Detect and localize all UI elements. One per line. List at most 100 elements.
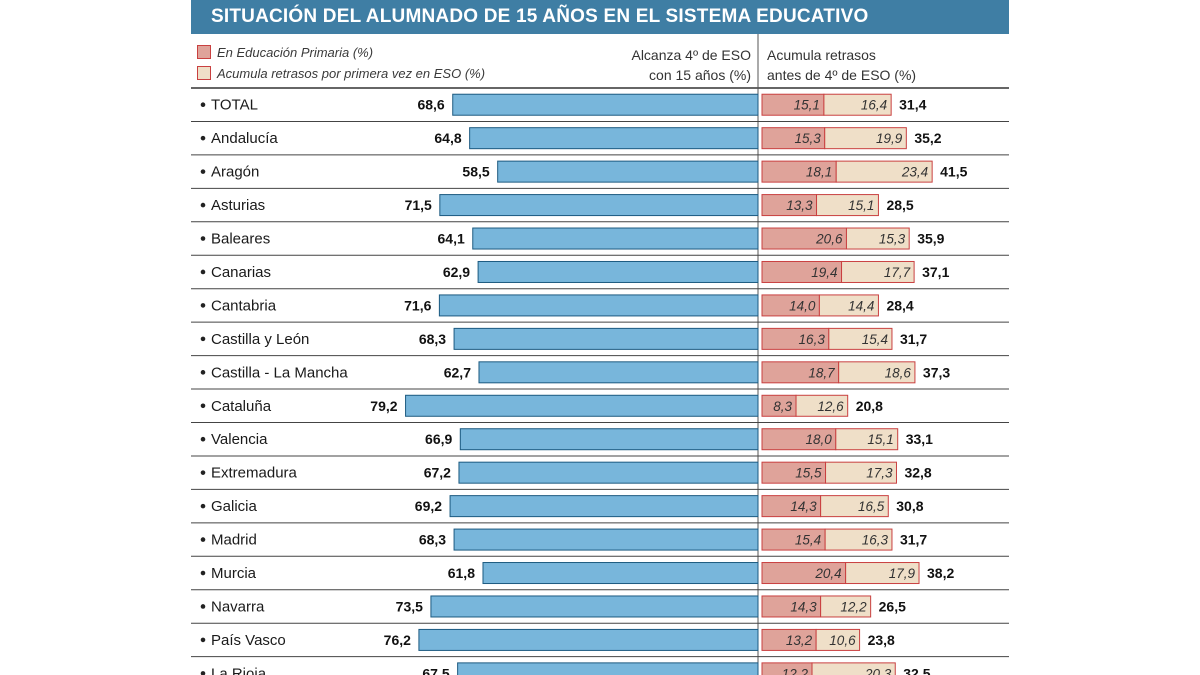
bar-eso <box>835 428 899 451</box>
value-label-primaria: 15,4 <box>795 533 821 548</box>
value-label-total-retraso: 23,8 <box>868 632 895 648</box>
bar-eso <box>838 361 916 384</box>
bar-alcanza <box>477 260 759 283</box>
row-bullet <box>200 403 206 409</box>
row-13: Madrid 68,3 15,4 16,3 31,7 <box>191 528 1009 557</box>
region-label: La Rioja <box>211 665 267 675</box>
bar-alcanza <box>459 428 759 451</box>
value-label-eso: 14,4 <box>848 298 874 313</box>
left-header-line2: con 15 años (%) <box>649 67 751 83</box>
value-label-primaria: 15,5 <box>795 466 822 481</box>
region-label: Cataluña <box>211 398 272 415</box>
value-label-alcanza: 64,1 <box>438 231 465 247</box>
region-label: Castilla y León <box>211 331 309 348</box>
infographic-panel: SITUACIÓN DEL ALUMNADO DE 15 AÑOS EN EL … <box>191 0 1009 675</box>
bar-alcanza <box>453 528 759 551</box>
row-9: Cataluña 79,2 8,3 12,6 20,8 <box>191 394 1009 423</box>
legend-label-primaria: En Educación Primaria (%) <box>217 45 374 60</box>
value-label-total-retraso: 31,7 <box>900 532 927 548</box>
bar-eso <box>824 528 893 551</box>
region-label: Canarias <box>211 264 271 281</box>
bar-alcanza <box>497 160 759 183</box>
value-label-alcanza: 76,2 <box>384 632 411 648</box>
row-17: La Rioja 67,5 12,2 20,3 32,5 <box>200 662 931 675</box>
row-bullet <box>200 436 206 442</box>
region-label: Valencia <box>211 431 268 448</box>
value-label-eso: 16,5 <box>858 499 885 514</box>
bar-eso <box>825 461 897 484</box>
bar-eso <box>835 160 933 183</box>
value-label-eso: 23,4 <box>901 165 928 180</box>
right-header-line2: antes de 4º de ESO (%) <box>767 67 917 83</box>
bar-eso <box>845 562 920 585</box>
value-label-eso: 15,1 <box>867 432 893 447</box>
legend-item-primaria: En Educación Primaria (%) <box>197 45 373 61</box>
row-bullet <box>200 537 206 542</box>
bar-alcanza <box>453 327 759 350</box>
region-label: Castilla - La Mancha <box>211 364 348 381</box>
value-label-total-retraso: 31,4 <box>899 97 926 113</box>
bar-alcanza <box>469 127 759 150</box>
value-label-primaria: 12,2 <box>782 666 809 675</box>
bar-eso <box>816 194 879 217</box>
right-column-header: Acumula retrasos antes de 4º de ESO (%) <box>767 45 916 85</box>
value-label-primaria: 15,3 <box>794 131 821 146</box>
value-label-eso: 10,6 <box>829 633 856 648</box>
value-label-total-retraso: 35,2 <box>914 130 941 146</box>
left-column-header: Alcanza 4º de ESO con 15 años (%) <box>631 45 751 85</box>
region-label: Baleares <box>211 231 270 248</box>
value-label-primaria: 8,3 <box>773 399 792 414</box>
row-11: Extremadura 67,2 15,5 17,3 32,8 <box>191 461 1009 490</box>
row-bullet <box>200 202 206 208</box>
region-label: Cantabria <box>211 297 277 314</box>
value-label-alcanza: 79,2 <box>370 398 397 414</box>
left-header-line1: Alcanza 4º de ESO <box>631 47 751 63</box>
value-label-total-retraso: 33,1 <box>906 431 933 447</box>
value-label-total-retraso: 38,2 <box>927 565 954 581</box>
row-bullet <box>200 637 206 643</box>
value-label-total-retraso: 32,5 <box>903 665 930 675</box>
value-label-total-retraso: 30,8 <box>896 498 923 514</box>
bar-eso <box>815 628 861 651</box>
row-bullet <box>200 370 206 375</box>
value-label-eso: 20,3 <box>864 666 892 675</box>
value-label-total-retraso: 37,1 <box>922 264 949 280</box>
row-bullet <box>200 503 206 509</box>
row-bullet <box>200 135 206 141</box>
row-15: Navarra 73,5 14,3 12,2 26,5 <box>191 595 1009 624</box>
row-8: Castilla - La Mancha 62,7 18,7 18,6 37,3 <box>191 361 1009 390</box>
bar-alcanza <box>449 495 759 518</box>
bar-alcanza <box>438 294 759 317</box>
value-label-primaria: 20,6 <box>815 232 843 247</box>
row-bullet <box>200 102 206 108</box>
row-4: Baleares 64,1 20,6 15,3 35,9 <box>191 227 1009 256</box>
value-label-eso: 15,3 <box>879 232 906 247</box>
value-label-alcanza: 68,3 <box>419 532 446 548</box>
value-label-total-retraso: 26,5 <box>879 598 906 614</box>
bar-eso <box>841 260 915 283</box>
value-label-total-retraso: 28,4 <box>886 297 913 313</box>
row-10: Valencia 66,9 18,0 15,1 33,1 <box>191 428 1009 457</box>
row-14: Murcia 61,8 20,4 17,9 38,2 <box>191 562 1009 591</box>
value-label-alcanza: 66,9 <box>425 431 452 447</box>
row-bullet <box>200 604 206 609</box>
chart-title: SITUACIÓN DEL ALUMNADO DE 15 AÑOS EN EL … <box>211 6 869 27</box>
row-bullet <box>200 336 206 342</box>
region-label: País Vasco <box>211 632 286 649</box>
value-label-eso: 12,6 <box>817 399 844 414</box>
bar-alcanza <box>405 394 759 417</box>
title-bar: SITUACIÓN DEL ALUMNADO DE 15 AÑOS EN EL … <box>191 0 1009 34</box>
bar-eso <box>828 327 893 350</box>
region-label: TOTAL <box>211 97 258 114</box>
bar-eso <box>823 93 892 116</box>
value-label-primaria: 20,4 <box>814 566 841 581</box>
row-3: Asturias 71,5 13,3 15,1 28,5 <box>191 194 1009 223</box>
row-bullet <box>200 303 206 308</box>
value-label-eso: 15,1 <box>848 198 874 213</box>
bar-eso <box>795 394 849 417</box>
region-label: Aragón <box>211 164 259 181</box>
value-label-eso: 18,6 <box>885 365 912 380</box>
value-label-total-retraso: 20,8 <box>856 398 883 414</box>
row-bullet <box>200 169 206 174</box>
bar-alcanza <box>472 227 759 250</box>
